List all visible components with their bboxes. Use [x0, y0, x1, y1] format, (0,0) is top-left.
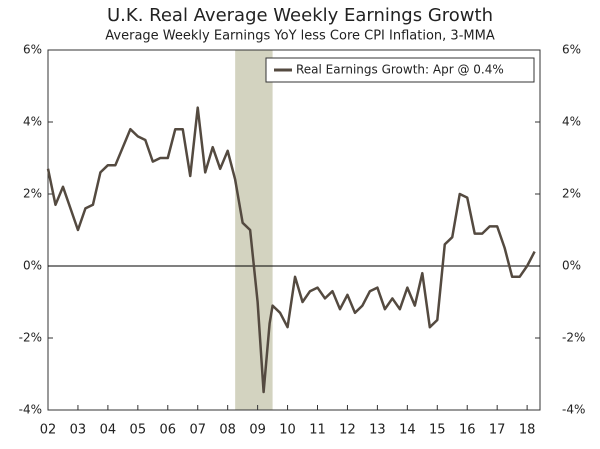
- y2-tick-label: 6%: [562, 43, 581, 57]
- x-tick-label: 13: [369, 423, 386, 438]
- data-line: [46, 106, 536, 394]
- x-tick-label: 08: [219, 423, 236, 438]
- x-tick-label: 11: [309, 423, 326, 438]
- x-tick-label: 05: [130, 423, 147, 438]
- x-tick-label: 10: [279, 423, 296, 438]
- x-tick-label: 18: [519, 423, 536, 438]
- legend-label: Real Earnings Growth: Apr @ 0.4%: [296, 63, 504, 77]
- x-tick-label: 12: [339, 423, 356, 438]
- chart-title: U.K. Real Average Weekly Earnings Growth: [107, 5, 493, 26]
- plot-frame: [47, 49, 541, 411]
- x-tick-label: 14: [399, 423, 416, 438]
- x-tick-label: 02: [40, 423, 57, 438]
- y-tick-label: 4%: [23, 115, 42, 129]
- y2-tick-label: 2%: [562, 187, 581, 201]
- chart-subtitle: Average Weekly Earnings YoY less Core CP…: [105, 29, 495, 44]
- y2-tick-label: 0%: [562, 259, 581, 273]
- y-tick-label: -4%: [19, 403, 42, 417]
- x-tick-label: 07: [189, 423, 206, 438]
- x-tick-label: 04: [100, 423, 117, 438]
- x-tick-label: 06: [160, 423, 177, 438]
- legend-box: [265, 57, 535, 83]
- y2-tick-label: -2%: [562, 331, 585, 345]
- x-tick-label: 03: [70, 423, 87, 438]
- y-tick-label: 6%: [23, 43, 42, 57]
- y-tick-label: 2%: [23, 187, 42, 201]
- y2-tick-label: -4%: [562, 403, 585, 417]
- x-tick-label: 17: [489, 423, 506, 438]
- x-tick-label: 09: [249, 423, 266, 438]
- y2-tick-label: 4%: [562, 115, 581, 129]
- y-tick-label: 0%: [23, 259, 42, 273]
- x-tick-label: 15: [429, 423, 446, 438]
- x-tick-label: 16: [459, 423, 476, 438]
- y-tick-label: -2%: [19, 331, 42, 345]
